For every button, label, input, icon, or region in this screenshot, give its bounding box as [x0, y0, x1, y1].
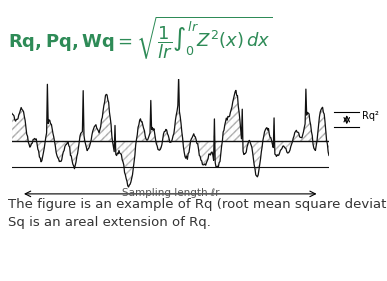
Text: The figure is an example of Rq (root mean square deviation of a line).
Sq is an : The figure is an example of Rq (root mea… — [8, 198, 387, 229]
Text: Sampling length ℓr: Sampling length ℓr — [122, 188, 219, 198]
Text: Rq²: Rq² — [362, 111, 379, 121]
Text: $\mathbf{Rq, Pq, Wq}$$ = \sqrt{\dfrac{1}{lr}\int_0^{lr} Z^2(x)\,dx}$: $\mathbf{Rq, Pq, Wq}$$ = \sqrt{\dfrac{1}… — [8, 14, 272, 61]
